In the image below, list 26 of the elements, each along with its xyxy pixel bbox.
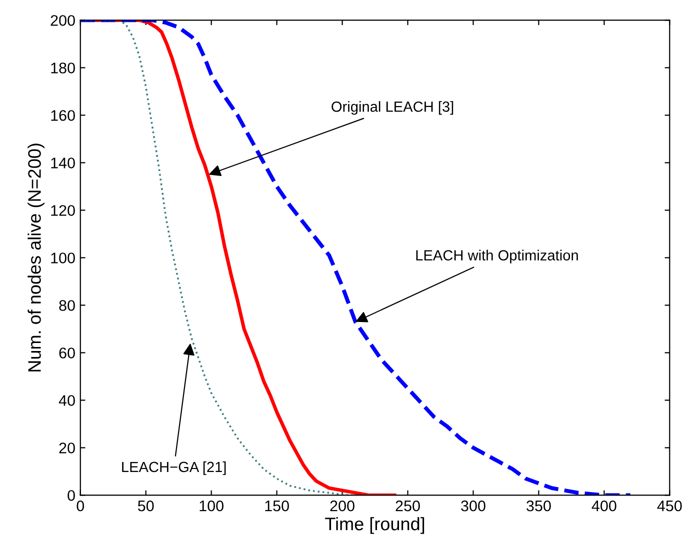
annotation: Original LEACH [3] [332, 101, 454, 115]
y-tick-label: 120 [51, 205, 75, 216]
x-tick-label: 400 [592, 500, 616, 512]
x-tick-label: 450 [657, 500, 682, 512]
y-tick-label: 100 [51, 252, 75, 264]
x-tick-label: 150 [265, 500, 289, 512]
x-tick-label: 250 [396, 500, 420, 512]
x-tick-label: 350 [526, 500, 551, 512]
y-tick-label: 200 [50, 15, 75, 26]
x-tick-label: 0 [76, 500, 84, 512]
y-tick-label: 180 [51, 62, 75, 74]
y-axis-title: Num. of nodes alive (N=200) [28, 144, 44, 372]
x-tick-label: 300 [461, 500, 486, 512]
y-tick-label: 60 [59, 348, 75, 358]
y-tick-label: 160 [51, 110, 75, 121]
y-tick-label: 20 [59, 442, 75, 454]
x-tick-label: 200 [330, 500, 354, 512]
annotation: LEACH−GA [21] [122, 461, 226, 476]
y-tick-label: 0 [68, 490, 75, 501]
x-tick-label: 50 [138, 500, 154, 512]
x-axis-title: Time [round] [325, 517, 424, 534]
y-tick-label: 140 [51, 158, 75, 168]
y-tick-label: 40 [58, 395, 75, 406]
annotation: LEACH with Optimization [416, 250, 578, 264]
x-tick-label: 100 [200, 500, 224, 512]
y-tick-label: 80 [59, 300, 75, 311]
